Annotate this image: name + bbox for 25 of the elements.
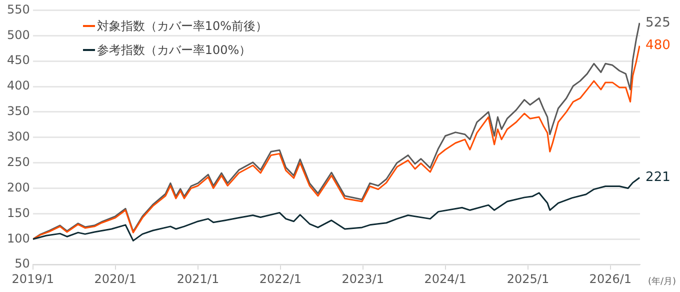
y-tick-label: 250 — [7, 154, 30, 169]
data-label: 221 — [646, 170, 670, 185]
x-tick-label: 2023/1 — [342, 272, 384, 286]
legend-label: 対象指数（カバー率10%前後） — [96, 18, 268, 34]
y-tick-label: 200 — [7, 180, 30, 194]
y-tick-label: 500 — [7, 28, 30, 42]
y-tick-label: 150 — [7, 206, 30, 220]
y-tick-label: 350 — [7, 104, 30, 118]
x-tick-label: 2019/1 — [12, 272, 54, 286]
y-tick-label: 400 — [7, 78, 30, 93]
x-tick-label: 2020/1 — [94, 272, 136, 286]
y-tick-label: 450 — [7, 53, 30, 68]
x-tick-label: 2021/1 — [176, 272, 220, 286]
data-label: 525 — [646, 15, 670, 30]
y-tick-label: 50 — [14, 256, 30, 271]
x-tick-label: 2026/1 — [589, 272, 632, 286]
x-tick-label: 2025/1 — [506, 272, 550, 286]
legend-label: 参考指数（カバー率100%） — [96, 42, 252, 58]
y-tick-label: 300 — [7, 130, 30, 144]
data-label: 480 — [646, 38, 670, 54]
text: (年/月) — [648, 276, 676, 287]
y-tick-label: 100 — [7, 231, 30, 246]
x-tick-label: 2022/1 — [259, 272, 302, 286]
y-tick-label: 550 — [7, 2, 30, 16]
x-tick-label: 2024/1 — [424, 272, 466, 286]
